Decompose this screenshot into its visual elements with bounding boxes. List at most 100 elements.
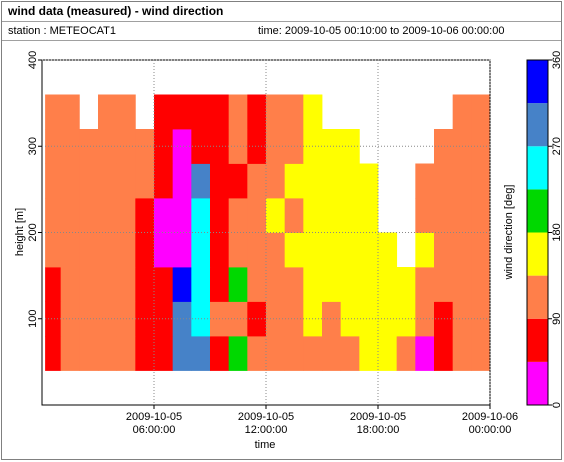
colorbar-segment bbox=[527, 232, 548, 276]
cell bbox=[340, 267, 360, 302]
cell bbox=[266, 198, 286, 233]
cell bbox=[45, 163, 62, 199]
colorbar-segment bbox=[527, 60, 548, 104]
cell bbox=[247, 163, 267, 199]
cell bbox=[303, 94, 323, 130]
cell bbox=[247, 129, 267, 164]
y-tick-label: 400 bbox=[27, 51, 39, 69]
cell bbox=[284, 198, 304, 233]
cell bbox=[247, 198, 267, 233]
cell bbox=[247, 267, 267, 302]
cell bbox=[434, 129, 454, 164]
cell bbox=[378, 336, 398, 371]
cell bbox=[172, 267, 192, 302]
cell bbox=[154, 267, 174, 302]
cell bbox=[266, 94, 286, 130]
cell bbox=[359, 163, 379, 199]
cell bbox=[359, 301, 379, 337]
cell bbox=[434, 198, 454, 233]
cell bbox=[340, 336, 360, 371]
cell bbox=[98, 301, 118, 337]
cell bbox=[210, 94, 230, 130]
cell bbox=[45, 301, 62, 337]
cell bbox=[60, 232, 80, 268]
cell bbox=[60, 301, 80, 337]
cell bbox=[359, 198, 379, 233]
cell bbox=[415, 301, 435, 337]
x-tick-label: 2009-10-06 00:00:00 bbox=[461, 411, 519, 436]
cell bbox=[98, 232, 118, 268]
cell bbox=[415, 267, 435, 302]
cell bbox=[228, 129, 248, 164]
cell bbox=[116, 198, 136, 233]
cell bbox=[45, 129, 62, 164]
cell bbox=[284, 232, 304, 268]
cell bbox=[434, 232, 454, 268]
cell bbox=[154, 232, 174, 268]
cell bbox=[471, 336, 491, 371]
cell bbox=[452, 232, 472, 268]
cell bbox=[415, 198, 435, 233]
cell bbox=[45, 94, 62, 130]
cell bbox=[135, 163, 155, 199]
cell bbox=[284, 267, 304, 302]
x-tick-label: 2009-10-05 06:00:00 bbox=[125, 411, 183, 436]
cell bbox=[116, 94, 136, 130]
cell bbox=[154, 198, 174, 233]
cell bbox=[434, 163, 454, 199]
cell bbox=[340, 163, 360, 199]
cell bbox=[191, 198, 211, 233]
cell bbox=[45, 336, 62, 371]
cell bbox=[191, 94, 211, 130]
cell bbox=[98, 336, 118, 371]
cell bbox=[228, 267, 248, 302]
cell bbox=[340, 129, 360, 164]
cell bbox=[340, 301, 360, 337]
colorbar-tick-label: 0 bbox=[551, 402, 563, 408]
cell bbox=[210, 163, 230, 199]
cell bbox=[247, 336, 267, 371]
cell bbox=[284, 336, 304, 371]
colorbar-label: wind direction [deg] bbox=[503, 185, 515, 281]
colorbar-segment bbox=[527, 361, 548, 405]
cell bbox=[116, 336, 136, 371]
y-tick-label: 200 bbox=[27, 223, 39, 241]
cell bbox=[172, 198, 192, 233]
cell bbox=[45, 267, 62, 302]
colorbar-tick-label: 90 bbox=[551, 313, 563, 325]
y-axis-label: height [m] bbox=[14, 208, 26, 256]
colorbar-segment bbox=[527, 146, 548, 190]
cell bbox=[228, 198, 248, 233]
cell bbox=[98, 198, 118, 233]
cell bbox=[266, 267, 286, 302]
cell bbox=[60, 163, 80, 199]
cell bbox=[359, 232, 379, 268]
cell bbox=[116, 267, 136, 302]
cell bbox=[60, 94, 80, 130]
cell bbox=[79, 163, 99, 199]
cell bbox=[210, 336, 230, 371]
x-axis-label: time bbox=[255, 439, 276, 451]
cell bbox=[303, 267, 323, 302]
cell bbox=[191, 129, 211, 164]
colorbar-tick-label: 180 bbox=[551, 223, 563, 241]
cell bbox=[452, 336, 472, 371]
cell bbox=[135, 336, 155, 371]
cell bbox=[340, 198, 360, 233]
cell bbox=[303, 336, 323, 371]
cell bbox=[172, 129, 192, 164]
cell bbox=[191, 267, 211, 302]
station: station : METEOCAT1 bbox=[8, 25, 116, 37]
cell bbox=[191, 232, 211, 268]
cell bbox=[228, 336, 248, 371]
cell bbox=[378, 232, 398, 268]
cell bbox=[116, 232, 136, 268]
cell bbox=[415, 232, 435, 268]
x-tick-label: 2009-10-05 18:00:00 bbox=[349, 411, 407, 436]
chart-title: wind data (measured) - wind direction bbox=[7, 4, 223, 18]
cell bbox=[79, 336, 99, 371]
cell bbox=[340, 232, 360, 268]
cell bbox=[172, 336, 192, 371]
cell bbox=[266, 232, 286, 268]
